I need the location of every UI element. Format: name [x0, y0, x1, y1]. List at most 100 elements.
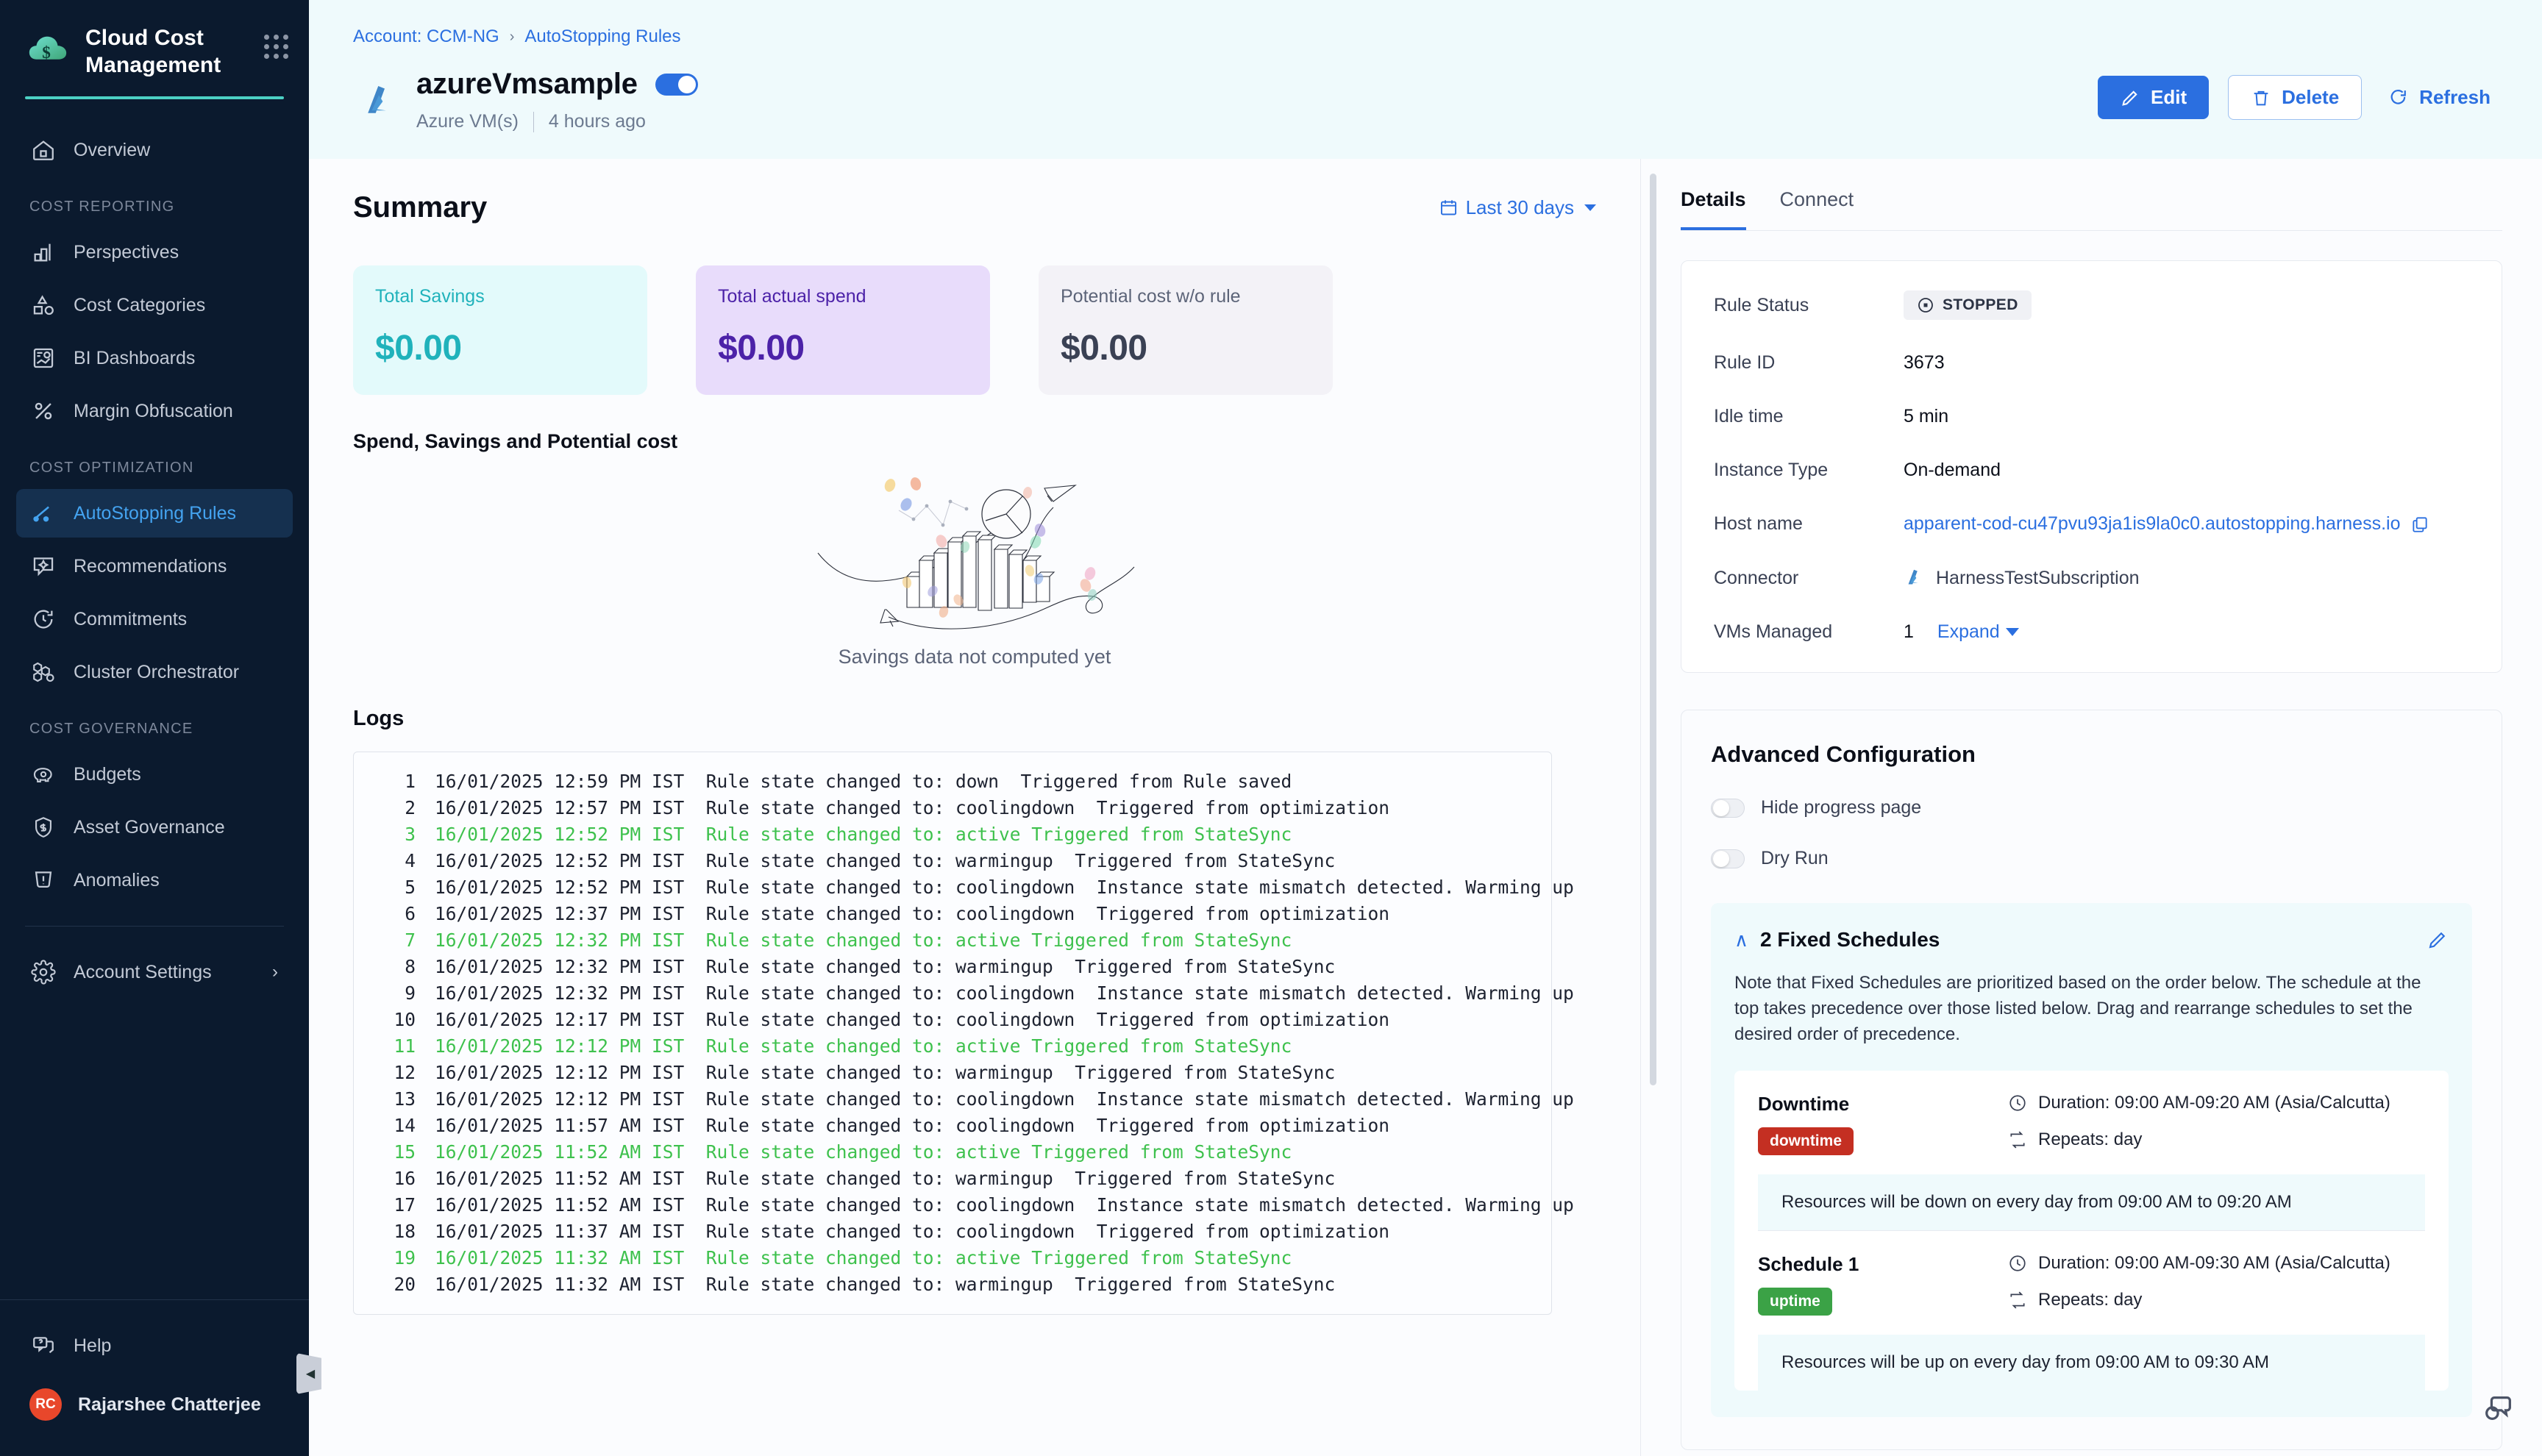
sidebar-item-label: Asset Governance — [74, 816, 225, 838]
schedule-meta: Duration: 09:00 AM-09:20 AM (Asia/Calcut… — [2008, 1093, 2425, 1155]
help-chat-icon — [29, 1332, 57, 1360]
rule-updated-label: 4 hours ago — [548, 111, 646, 132]
log-line-number: 18 — [394, 1221, 416, 1242]
sidebar-item-label: BI Dashboards — [74, 347, 196, 368]
anomaly-icon — [29, 866, 57, 894]
log-row: 6 16/01/2025 12:37 PM IST Rule state chan… — [354, 901, 1551, 927]
edit-button[interactable]: Edit — [2098, 76, 2210, 119]
detail-key: Instance Type — [1714, 460, 1829, 480]
schedule-item[interactable]: Downtime downtime Duration: 09:00 AM-09:… — [1734, 1071, 2449, 1231]
sidebar-item-anomalies[interactable]: Anomalies — [16, 856, 293, 904]
sidebar-item-bi-dashboards[interactable]: BI Dashboards — [16, 334, 293, 382]
shield-dollar-icon — [29, 813, 57, 841]
log-line-text: 16/01/2025 12:57 PM IST Rule state chang… — [435, 797, 1390, 818]
switch-track — [1711, 849, 1745, 868]
log-row: 14 16/01/2025 11:57 AM IST Rule state cha… — [354, 1113, 1551, 1139]
log-line-number: 10 — [394, 1009, 416, 1030]
log-line-number: 17 — [394, 1194, 416, 1216]
page-scrollbar-thumb[interactable] — [1650, 174, 1656, 1085]
sidebar-item-asset-governance[interactable]: Asset Governance — [16, 803, 293, 852]
log-row: 7 16/01/2025 12:32 PM IST Rule state chan… — [354, 927, 1551, 954]
detail-value: 3673 — [1904, 352, 1945, 373]
delete-button[interactable]: Delete — [2228, 75, 2363, 120]
refresh-button[interactable]: Refresh — [2381, 76, 2498, 119]
date-range-picker[interactable]: Last 30 days — [1439, 196, 1596, 219]
sidebar-item-label: Cost Categories — [74, 294, 206, 315]
detail-row-instance-type: Instance Type On-demand — [1714, 460, 2469, 481]
page-header: Account: CCM-NG › AutoStopping Rules azu… — [309, 0, 2542, 159]
repeat-icon — [2010, 1131, 2025, 1149]
sidebar-item-cluster-orchestrator[interactable]: Cluster Orchestrator — [16, 648, 293, 696]
summary-column: Summary Last 30 days Total Savings $0.00… — [309, 159, 1656, 1456]
sidebar-item-label: Commitments — [74, 608, 188, 629]
sidebar-item-autostopping-rules[interactable]: AutoStopping Rules — [16, 489, 293, 538]
azure-logo-icon — [368, 86, 386, 113]
cloud-cost-logo-icon: $ — [29, 36, 67, 62]
log-line-number: 13 — [394, 1088, 416, 1110]
bar-chart-icon — [29, 238, 57, 266]
tab-connect[interactable]: Connect — [1779, 188, 1854, 210]
details-panel: Rule Status STOPPED Rule ID 3673 — [1681, 260, 2502, 673]
sidebar-item-perspectives[interactable]: Perspectives — [16, 228, 293, 276]
sidebar-item-budgets[interactable]: Budgets — [16, 750, 293, 799]
host-name-link[interactable]: apparent-cod-cu47pvu93ja1is9la0c0.autost… — [1904, 513, 2401, 534]
schedule-identity: Downtime downtime — [1758, 1093, 2008, 1156]
sidebar-item-cost-categories[interactable]: Cost Categories — [16, 281, 293, 329]
log-line-number: 19 — [394, 1247, 416, 1268]
copy-icon[interactable] — [2410, 515, 2429, 534]
tab-details[interactable]: Details — [1681, 188, 1746, 230]
summary-cards: Total Savings $0.00 Total actual spend $… — [353, 265, 1596, 395]
chevron-down-icon — [2005, 628, 2019, 636]
log-row: 20 16/01/2025 11:32 AM IST Rule state cha… — [354, 1271, 1551, 1298]
fixed-schedules-header[interactable]: ∧ 2 Fixed Schedules — [1734, 928, 2449, 952]
sidebar-item-margin-obfuscation[interactable]: Margin Obfuscation — [16, 387, 293, 435]
sidebar-item-help[interactable]: Help — [16, 1321, 293, 1370]
clock-icon — [2009, 1095, 2026, 1112]
log-line-number: 14 — [394, 1115, 416, 1136]
breadcrumb-page[interactable]: AutoStopping Rules — [524, 26, 681, 46]
toggle-dry-run[interactable]: Dry Run — [1711, 848, 2472, 869]
log-line-number: 6 — [405, 903, 416, 924]
log-line-text: 16/01/2025 11:37 AM IST Rule state chang… — [435, 1221, 1390, 1242]
repeat-icon — [2010, 1291, 2025, 1309]
log-row: 8 16/01/2025 12:32 PM IST Rule state chan… — [354, 954, 1551, 980]
log-line-text: 16/01/2025 11:52 AM IST Rule state chang… — [435, 1194, 1574, 1216]
sidebar-collapse-handle[interactable]: ◀ — [296, 1353, 321, 1394]
schedule-meta: Duration: 09:00 AM-09:30 AM (Asia/Calcut… — [2008, 1253, 2425, 1316]
sidebar-item-recommendations[interactable]: Recommendations — [16, 542, 293, 590]
log-line-number: 5 — [405, 877, 416, 898]
chat-bubbles-icon[interactable] — [2482, 1391, 2516, 1425]
sidebar-item-account-settings[interactable]: Account Settings › — [16, 948, 293, 996]
toggle-label: Hide progress page — [1761, 797, 1922, 818]
breadcrumb-account[interactable]: Account: CCM-NG — [353, 26, 499, 46]
log-line-text: 16/01/2025 12:52 PM IST Rule state chang… — [435, 877, 1574, 898]
sidebar-item-commitments[interactable]: Commitments — [16, 595, 293, 643]
detail-row-host-name: Host name apparent-cod-cu47pvu93ja1is9la… — [1714, 513, 2469, 535]
schedule-repeat-row: Repeats: day — [2008, 1290, 2425, 1310]
sidebar-item-label: Help — [74, 1335, 112, 1356]
date-range-label: Last 30 days — [1465, 196, 1574, 218]
schedule-item[interactable]: Schedule 1 uptime Duration: 09:00 AM-09:… — [1734, 1231, 2449, 1391]
log-line-number: 20 — [394, 1274, 416, 1295]
log-line-text: 16/01/2025 12:32 PM IST Rule state chang… — [435, 956, 1336, 977]
azure-logo-icon — [1908, 569, 1918, 585]
logs-container[interactable]: 1 16/01/2025 12:59 PM IST Rule state chan… — [353, 752, 1574, 1315]
detail-row-connector: Connector HarnessTestSubscription — [1714, 567, 2469, 589]
sidebar-section-cost-optimization: COST OPTIMIZATION — [29, 460, 194, 477]
cluster-icon — [29, 658, 57, 686]
rule-enable-toggle[interactable] — [655, 73, 698, 96]
advanced-configuration-title: Advanced Configuration — [1711, 741, 1976, 767]
clock-icon — [2009, 1255, 2026, 1272]
apps-grid-icon[interactable] — [264, 35, 288, 60]
sidebar-footer: Help RC Rajarshee Chatterjee — [0, 1299, 309, 1456]
toggle-hide-progress-page[interactable]: Hide progress page — [1711, 797, 2472, 818]
sidebar-item-overview[interactable]: Overview — [16, 126, 293, 174]
detail-key: Host name — [1714, 513, 1803, 534]
sidebar-user[interactable]: RC Rajarshee Chatterjee — [16, 1380, 293, 1429]
edit-schedules-pencil-icon[interactable] — [2427, 929, 2449, 951]
sidebar-item-label: Perspectives — [74, 241, 179, 263]
vms-expand-button[interactable]: Expand — [1937, 621, 2019, 643]
sidebar-item-label: Account Settings — [74, 961, 212, 982]
rule-subtitle: Azure VM(s) 4 hours ago — [416, 111, 698, 132]
home-icon — [29, 136, 57, 164]
